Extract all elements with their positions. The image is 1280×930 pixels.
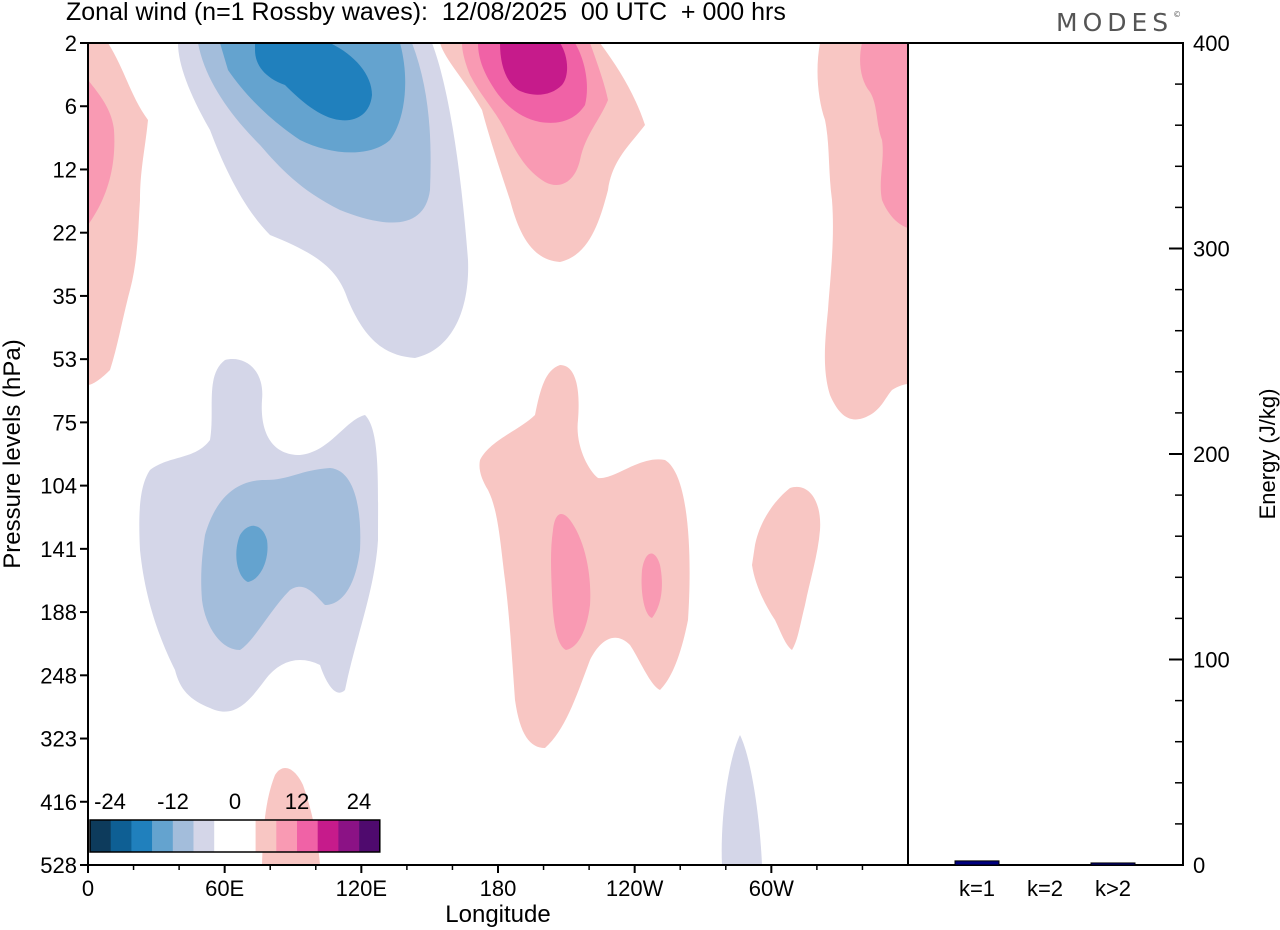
colorbar-swatch <box>359 820 381 852</box>
y-axis-title-left: Pressure levels (hPa) <box>0 339 26 568</box>
colorbar-swatch <box>90 820 111 852</box>
colorbar-swatch <box>297 820 318 852</box>
y-tick-label: 416 <box>40 790 77 815</box>
contour-pos-mid-lowermid-b <box>641 553 662 618</box>
y-tick-label: 104 <box>40 474 77 499</box>
colorbar-swatch <box>110 820 132 852</box>
bar-category-label: k=2 <box>1027 876 1063 901</box>
colorbar-label: 0 <box>229 789 241 814</box>
colorbar-label: -12 <box>157 789 189 814</box>
x-tick-label: 120E <box>336 876 387 901</box>
logo-text: MODES <box>1056 8 1174 37</box>
colorbar-swatch <box>338 820 360 852</box>
energy-bar <box>954 860 1000 866</box>
energy-bar <box>1090 862 1136 866</box>
colorbar-label: 24 <box>347 789 371 814</box>
x-tick-label: 60W <box>749 876 794 901</box>
y-tick-label: 75 <box>53 410 77 435</box>
contour-pos-stronger-uppermid <box>500 43 568 95</box>
contour-neg-stronger-upper <box>255 43 372 121</box>
y-tick-label: 12 <box>53 157 77 182</box>
x-tick-label: 180 <box>480 876 517 901</box>
y-tick-label: 22 <box>53 221 77 246</box>
bar-category-labels: k=1 k=2 k>2 <box>959 876 1131 901</box>
contour-neg-weak-plume <box>721 735 762 865</box>
colorbar-swatch <box>152 820 174 852</box>
modes-logo: MODES© <box>1056 8 1181 37</box>
y-tick-label: 53 <box>53 347 77 372</box>
y-tick-label: 248 <box>40 663 77 688</box>
contour-field <box>88 43 908 865</box>
x-axis-title: Longitude <box>445 901 550 928</box>
energy-tick-label: 100 <box>1193 648 1230 673</box>
y-axis-title-right: Energy (J/kg) <box>1255 389 1280 520</box>
contour-neg-strong-lower <box>236 525 268 582</box>
contour-neg-mid-lower <box>201 468 361 650</box>
energy-tick-label: 0 <box>1193 853 1205 878</box>
contour-pos-weak-lowerright <box>752 486 821 650</box>
colorbar-label: -24 <box>94 789 126 814</box>
colorbar-swatch <box>276 820 298 852</box>
chart-title: Zonal wind (n=1 Rossby waves): 12/08/202… <box>66 0 786 26</box>
contour-pos-mid-lowermid-a <box>551 514 591 650</box>
colorbar: -24 -12 0 12 24 <box>89 789 381 853</box>
x-tick-label: 120W <box>606 876 664 901</box>
contour-pos-mid-leftedge <box>88 80 115 225</box>
colorbar-swatch <box>214 820 236 852</box>
y-tick-label: 2 <box>65 31 77 56</box>
bar-category-label: k>2 <box>1095 876 1131 901</box>
colorbar-swatch <box>234 820 256 852</box>
y-tick-label: 35 <box>53 284 77 309</box>
x-axis-bottom: 0 60E 120E 180 120W 60W <box>82 865 864 901</box>
colorbar-label: 12 <box>285 789 309 814</box>
y-axis-left: 2 6 12 22 35 53 75 104 141 188 248 323 416 528 <box>40 31 88 878</box>
y-tick-label: 141 <box>40 537 77 562</box>
x-tick-label: 60E <box>205 876 244 901</box>
energy-bars <box>954 860 1136 866</box>
contour-pos-mid-rightedge <box>860 43 908 228</box>
y-tick-label: 6 <box>65 94 77 119</box>
colorbar-swatch <box>255 820 277 852</box>
logo-mark: © <box>1173 10 1182 19</box>
y-tick-label: 323 <box>40 727 77 752</box>
energy-tick-label: 300 <box>1193 237 1230 262</box>
y-tick-label: 188 <box>40 600 77 625</box>
energy-tick-label: 200 <box>1193 442 1230 467</box>
y-tick-label: 528 <box>40 853 77 878</box>
bar-category-label: k=1 <box>959 876 995 901</box>
colorbar-frame <box>89 819 381 853</box>
colorbar-swatch <box>172 820 194 852</box>
energy-tick-label: 400 <box>1193 31 1230 56</box>
colorbar-swatch <box>317 820 339 852</box>
colorbar-swatch <box>131 820 153 852</box>
x-tick-label: 0 <box>82 876 94 901</box>
colorbar-swatch <box>193 820 215 852</box>
y-axis-right: 0 100 200 300 400 <box>1169 31 1230 878</box>
